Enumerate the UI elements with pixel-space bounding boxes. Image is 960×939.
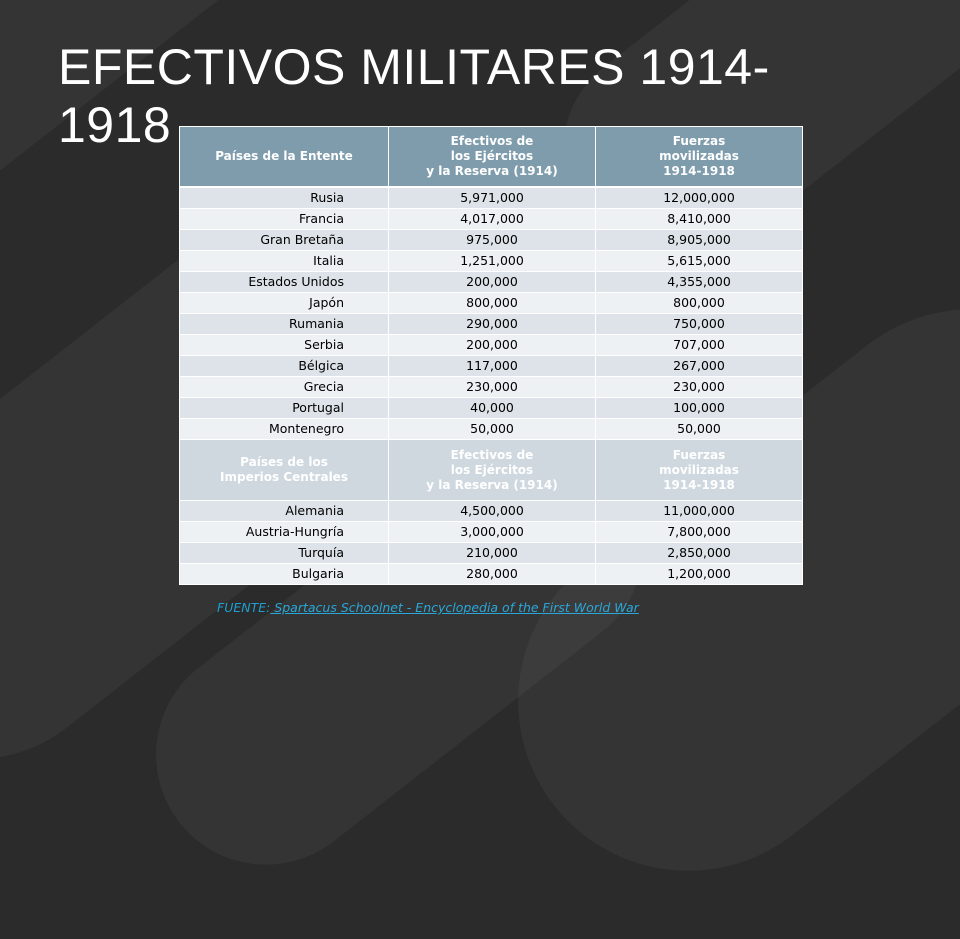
army-strength-cell: 3,000,000 (388, 521, 596, 543)
header-central-countries: Países de los Imperios Centrales (179, 439, 389, 501)
military-forces-table: Países de la Entente Efectivos de los Ej… (179, 126, 803, 585)
table-row: Grecia 230,000 230,000 (179, 376, 803, 398)
army-strength-cell: 4,017,000 (388, 208, 596, 230)
army-strength-cell: 50,000 (388, 418, 596, 440)
table-row: Alemania 4,500,000 11,000,000 (179, 500, 803, 522)
source-citation: FUENTE: Spartacus Schoolnet - Encycloped… (217, 600, 639, 615)
table-row: Montenegro 50,000 50,000 (179, 418, 803, 440)
mobilized-cell: 1,200,000 (595, 563, 803, 585)
table-row: Rusia 5,971,000 12,000,000 (179, 186, 803, 209)
army-strength-cell: 975,000 (388, 229, 596, 251)
table-row: Bélgica 117,000 267,000 (179, 355, 803, 377)
mobilized-cell: 267,000 (595, 355, 803, 377)
mobilized-cell: 11,000,000 (595, 500, 803, 522)
country-cell: Bélgica (179, 355, 389, 377)
country-cell: Montenegro (179, 418, 389, 440)
army-strength-cell: 280,000 (388, 563, 596, 585)
slide-title: EFECTIVOS MILITARES 1914-1918 (58, 39, 770, 153)
mobilized-cell: 50,000 (595, 418, 803, 440)
country-cell: Serbia (179, 334, 389, 356)
army-strength-cell: 230,000 (388, 376, 596, 398)
mobilized-cell: 8,410,000 (595, 208, 803, 230)
mobilized-cell: 7,800,000 (595, 521, 803, 543)
army-strength-cell: 800,000 (388, 292, 596, 314)
table-row: Portugal 40,000 100,000 (179, 397, 803, 419)
army-strength-cell: 210,000 (388, 542, 596, 564)
table-row: Francia 4,017,000 8,410,000 (179, 208, 803, 230)
country-cell: Francia (179, 208, 389, 230)
country-cell: Rusia (179, 186, 389, 209)
army-strength-cell: 5,971,000 (388, 186, 596, 209)
army-strength-cell: 200,000 (388, 271, 596, 293)
country-cell: Austria-Hungría (179, 521, 389, 543)
header-entente-countries: Países de la Entente (179, 126, 389, 188)
table-row: Turquía 210,000 2,850,000 (179, 542, 803, 564)
table-row: Austria-Hungría 3,000,000 7,800,000 (179, 521, 803, 543)
mobilized-cell: 100,000 (595, 397, 803, 419)
table-row: Bulgaria 280,000 1,200,000 (179, 563, 803, 585)
country-cell: Portugal (179, 397, 389, 419)
source-prefix: FUENTE: (217, 600, 271, 615)
country-cell: Japón (179, 292, 389, 314)
source-link[interactable]: Spartacus Schoolnet - Encyclopedia of th… (270, 600, 639, 615)
mobilized-cell: 5,615,000 (595, 250, 803, 272)
table-row: Gran Bretaña 975,000 8,905,000 (179, 229, 803, 251)
mobilized-cell: 12,000,000 (595, 186, 803, 209)
country-cell: Turquía (179, 542, 389, 564)
central-powers-header-row: Países de los Imperios Centrales Efectiv… (179, 439, 803, 501)
country-cell: Italia (179, 250, 389, 272)
army-strength-cell: 1,251,000 (388, 250, 596, 272)
country-cell: Rumania (179, 313, 389, 335)
country-cell: Bulgaria (179, 563, 389, 585)
country-cell: Estados Unidos (179, 271, 389, 293)
mobilized-cell: 750,000 (595, 313, 803, 335)
table-row: Estados Unidos 200,000 4,355,000 (179, 271, 803, 293)
table-row: Rumania 290,000 750,000 (179, 313, 803, 335)
country-cell: Alemania (179, 500, 389, 522)
entente-header-row: Países de la Entente Efectivos de los Ej… (179, 126, 803, 188)
mobilized-cell: 230,000 (595, 376, 803, 398)
table-row: Serbia 200,000 707,000 (179, 334, 803, 356)
header-mobilized-forces: Fuerzas movilizadas 1914-1918 (595, 126, 803, 188)
country-cell: Gran Bretaña (179, 229, 389, 251)
country-cell: Grecia (179, 376, 389, 398)
army-strength-cell: 4,500,000 (388, 500, 596, 522)
table-row: Japón 800,000 800,000 (179, 292, 803, 314)
mobilized-cell: 4,355,000 (595, 271, 803, 293)
mobilized-cell: 707,000 (595, 334, 803, 356)
army-strength-cell: 40,000 (388, 397, 596, 419)
header-mobilized-forces: Fuerzas movilizadas 1914-1918 (595, 439, 803, 501)
header-army-strength: Efectivos de los Ejércitos y la Reserva … (388, 126, 596, 188)
mobilized-cell: 800,000 (595, 292, 803, 314)
mobilized-cell: 2,850,000 (595, 542, 803, 564)
table-row: Italia 1,251,000 5,615,000 (179, 250, 803, 272)
mobilized-cell: 8,905,000 (595, 229, 803, 251)
army-strength-cell: 290,000 (388, 313, 596, 335)
army-strength-cell: 117,000 (388, 355, 596, 377)
army-strength-cell: 200,000 (388, 334, 596, 356)
header-army-strength: Efectivos de los Ejércitos y la Reserva … (388, 439, 596, 501)
